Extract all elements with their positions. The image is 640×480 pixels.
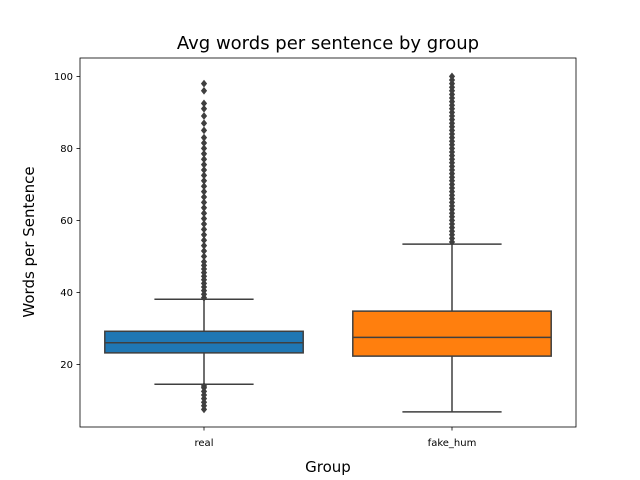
x-tick-label: fake_hum [428, 438, 477, 449]
outlier-point [200, 112, 208, 120]
outlier-point [200, 99, 208, 108]
outlier-point [200, 79, 208, 88]
outlier-point [200, 247, 208, 255]
y-tick-label: 80 [60, 144, 73, 155]
y-tick-label: 100 [54, 72, 73, 83]
plot-frame [79, 57, 577, 428]
x-axis-label: Group [305, 458, 351, 476]
box-group-fake_hum [352, 72, 552, 413]
chart-title: Avg words per sentence by group [177, 33, 479, 54]
outlier-point [200, 86, 208, 95]
outlier-point [200, 144, 208, 153]
plot-content [104, 72, 552, 414]
outlier-point [200, 171, 208, 180]
box-group-real [104, 79, 304, 414]
y-tick-label: 40 [60, 288, 73, 299]
outlier-point [200, 119, 208, 128]
outlier-point [200, 160, 208, 169]
outlier-point [200, 182, 208, 191]
y-axis: 20 40 60 80 100 [54, 72, 80, 371]
outlier-point [200, 187, 208, 196]
outlier-point [200, 104, 208, 113]
outlier-point [200, 198, 208, 207]
outlier-point [200, 241, 208, 250]
outlier-point [200, 133, 208, 142]
y-tick-label: 20 [60, 360, 73, 371]
outlier-point [200, 382, 208, 390]
outlier-point [200, 203, 208, 212]
x-tick-label: real [195, 438, 214, 449]
outlier-point [200, 257, 208, 266]
outlier-point [200, 166, 208, 174]
outlier-point [200, 236, 208, 245]
outlier-point [200, 176, 208, 185]
iqr-box [352, 310, 552, 357]
y-tick-label: 60 [60, 216, 73, 227]
outlier-point [200, 126, 208, 135]
x-axis: real fake_hum [195, 427, 477, 449]
y-axis-label: Words per Sentence [20, 166, 38, 317]
outlier-point [200, 225, 208, 234]
outlier-point [200, 209, 208, 218]
outlier-point [200, 230, 208, 239]
outlier-point [200, 149, 208, 158]
outlier-point [200, 252, 208, 261]
outlier-point [200, 139, 208, 147]
outlier-point [200, 220, 208, 228]
outlier-point [200, 155, 208, 164]
outlier-point [200, 193, 208, 201]
outlier-point [200, 214, 208, 223]
outlier-point [448, 72, 456, 81]
